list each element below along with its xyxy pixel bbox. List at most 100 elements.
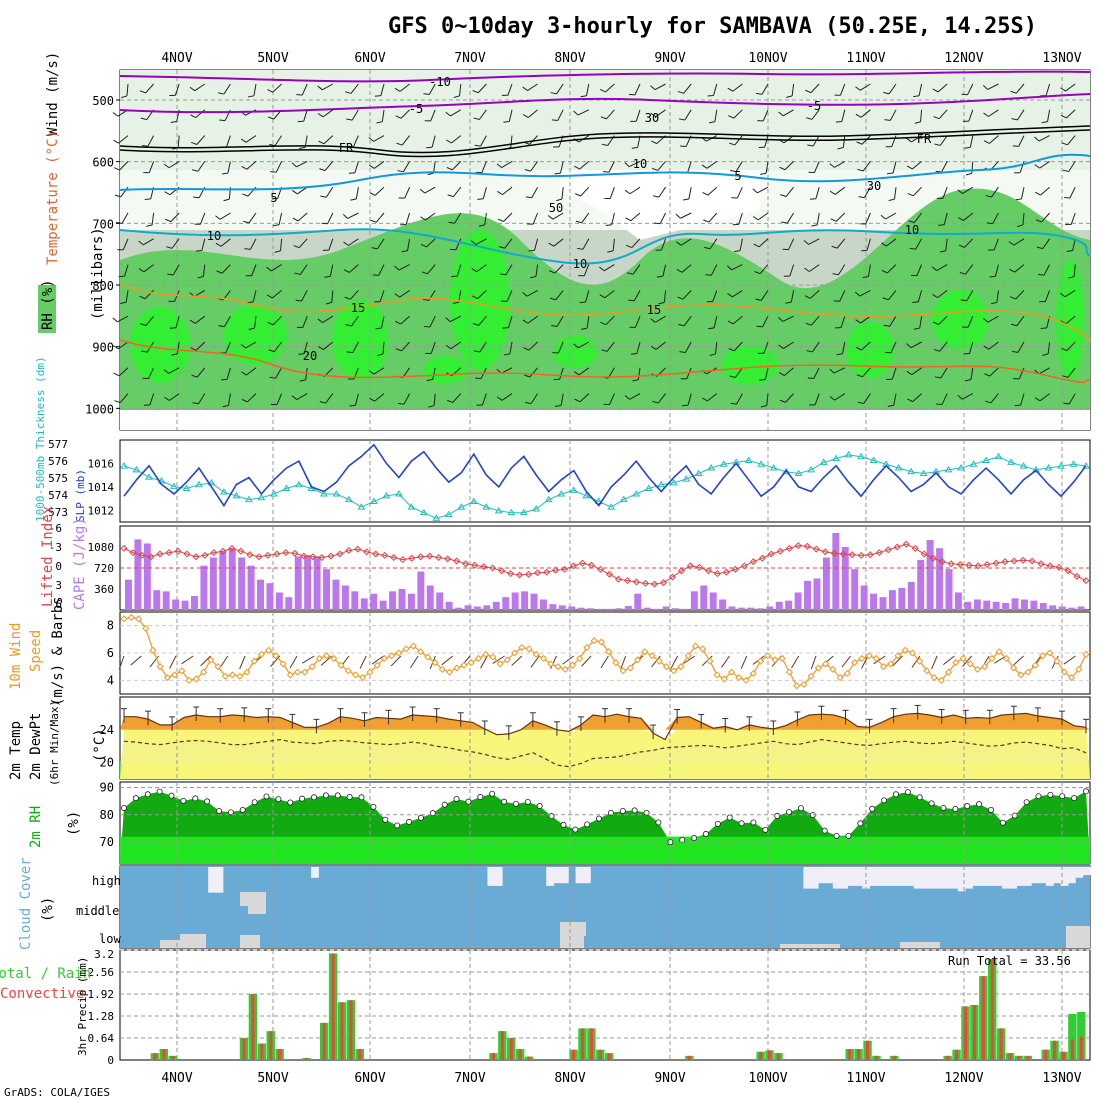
cloud-clear-gap <box>987 867 995 886</box>
wind-barb <box>934 135 948 146</box>
wind-speed-point <box>894 652 902 660</box>
li-point <box>758 554 766 562</box>
wind-barb <box>221 161 231 175</box>
wind-barb-feather <box>445 317 451 323</box>
wind-barb <box>138 238 154 246</box>
rh-point <box>227 809 234 816</box>
thickness-point <box>282 484 291 491</box>
contour-label-2: FR <box>339 141 354 155</box>
wind-barb-staff <box>557 109 564 121</box>
below-ground <box>120 410 1090 430</box>
wind-speed-point <box>568 661 576 669</box>
wind-barb-staff <box>430 341 436 354</box>
wind-barb-staff <box>1038 135 1050 142</box>
wind-barb-staff <box>808 238 820 245</box>
top-date-6NOV: 6NOV <box>354 51 385 66</box>
wind-barb-feather <box>728 142 736 146</box>
cape-bar <box>426 585 434 610</box>
wind-barb-feather <box>605 224 612 226</box>
thickness-point <box>769 463 778 471</box>
wind-speed-point <box>149 646 157 654</box>
wind-barb-feather <box>958 244 965 248</box>
cape-bar <box>304 555 312 610</box>
cape-bar <box>1068 607 1076 610</box>
li-point <box>174 547 182 555</box>
temperature-label: Temperature (°C) <box>45 130 61 265</box>
wind-barb <box>778 109 794 117</box>
li-point <box>650 580 658 588</box>
wind-barb <box>931 264 948 272</box>
wind-barb-staff <box>683 83 692 94</box>
bottom-date-10NOV: 10NOV <box>748 1071 787 1086</box>
wind-barb-feather <box>376 121 383 124</box>
wind-barb-feather <box>139 295 146 300</box>
cape-bar <box>672 608 679 610</box>
rh-point <box>714 820 721 827</box>
wind-barb <box>574 393 590 403</box>
wind-barb-feather <box>654 222 661 225</box>
wind-barb <box>858 186 871 199</box>
wind-barb-feather <box>164 191 171 196</box>
wind-barb <box>420 238 436 248</box>
wind-barb-staff <box>579 161 590 170</box>
wind-barb-staff <box>764 135 769 148</box>
thickness-label: 1000-500mb Thickness (dm) <box>34 356 47 522</box>
wind-tick-8: 8 <box>107 619 114 633</box>
wind-barb-staff <box>149 393 155 406</box>
wind-speed-point <box>272 652 280 660</box>
precip-convective-bar <box>527 1056 531 1060</box>
li-point <box>983 560 991 569</box>
wind-barb-feather <box>551 119 558 121</box>
wind-barb <box>550 83 564 95</box>
precip-tick-3.2: 3.2 <box>94 948 114 961</box>
wind-barb-staff <box>862 161 871 172</box>
li-point <box>237 547 245 555</box>
thickness-point <box>320 490 328 497</box>
wind-barb <box>528 238 539 252</box>
wind-barb-staff <box>688 187 692 200</box>
cape-bar <box>907 582 915 610</box>
wind-barb-staff <box>661 238 667 251</box>
rh-point <box>311 794 318 801</box>
contour-plus10 <box>119 228 1091 265</box>
wind-barb <box>522 315 538 324</box>
wind-barb-staff <box>680 212 692 219</box>
wind-barb <box>706 290 718 303</box>
wind-barb <box>524 161 539 172</box>
wind-barb <box>497 212 513 222</box>
wind-barb-feather <box>806 117 813 120</box>
top-date-8NOV: 8NOV <box>554 51 585 66</box>
wind-barb-feather <box>703 219 710 223</box>
wind-barb <box>779 393 794 403</box>
wind-barb-feather <box>658 301 665 305</box>
wind-barb-staff <box>609 393 615 405</box>
rh-point <box>132 795 139 802</box>
wind-barb-feather <box>266 294 273 299</box>
wind-barb-feather <box>475 377 482 380</box>
wind-barb <box>222 393 231 408</box>
wind-barb-staff <box>970 367 974 380</box>
wind-barb-feather <box>325 301 332 305</box>
cape-bar <box>219 551 227 610</box>
cape-bar <box>643 607 651 610</box>
wind-barb-feather <box>445 139 452 144</box>
precip-convective-bar <box>304 1057 308 1060</box>
wind-speed-point <box>344 667 352 675</box>
wind-barb <box>862 264 871 279</box>
wind-speed-point <box>793 682 801 690</box>
contour-minus5 <box>119 93 1091 114</box>
wind-barb-staff <box>663 290 667 303</box>
thickness-point <box>1082 462 1090 469</box>
wind-barb <box>400 212 411 226</box>
cape-bar <box>577 607 585 610</box>
wind-barb <box>140 315 154 327</box>
rh-point <box>239 806 246 813</box>
rh-tick-80: 80 <box>100 808 114 822</box>
wind-barb-feather <box>474 144 481 147</box>
wind-barb <box>477 187 487 200</box>
wind-barb-staff <box>219 212 231 220</box>
wind-barb <box>603 393 615 406</box>
wind-barb-staff <box>147 135 155 147</box>
